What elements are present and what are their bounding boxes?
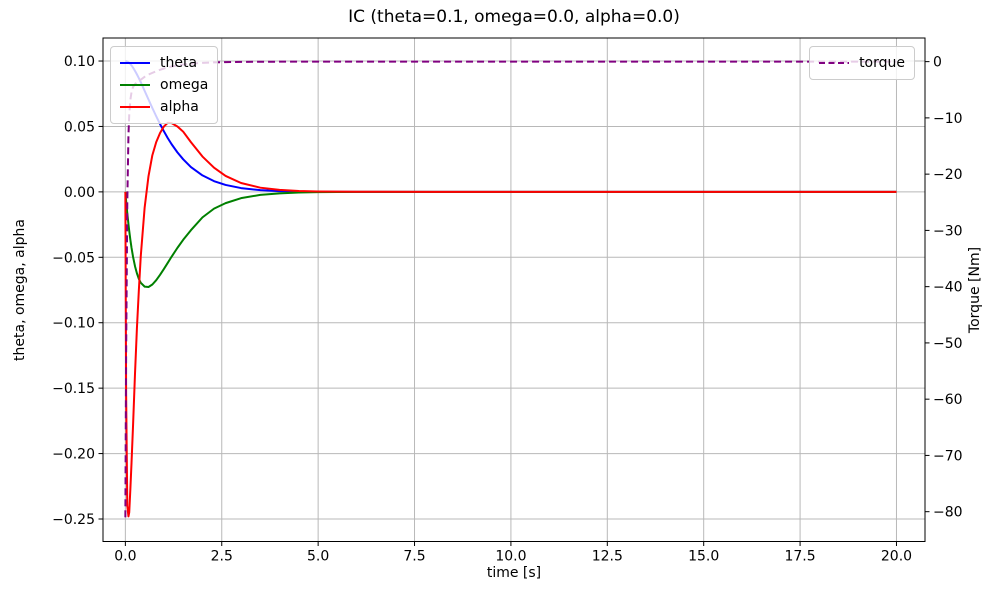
x-tick-label-10.0: 10.0 [495, 549, 526, 565]
y-axis-label-left: theta, omega, alpha [12, 219, 28, 361]
right-tick-label-0: 0 [933, 55, 942, 71]
right-tick-label-−50: −50 [933, 336, 963, 352]
left-tick-label-0.05: 0.05 [64, 119, 95, 135]
legend-right: torque [809, 46, 915, 80]
left-tick-label-−0.05: −0.05 [52, 250, 95, 266]
left-tick-label-−0.25: −0.25 [52, 512, 95, 528]
omega-line-icon [120, 84, 150, 86]
x-tick-label-17.5: 17.5 [784, 549, 815, 565]
x-tick-label-7.5: 7.5 [403, 549, 425, 565]
legend-label-theta: theta [160, 55, 198, 71]
x-tick-label-5.0: 5.0 [307, 549, 329, 565]
x-tick-label-0.0: 0.0 [114, 549, 136, 565]
left-tick-label-0.10: 0.10 [64, 54, 95, 70]
chart-title: IC (theta=0.1, omega=0.0, alpha=0.0) [348, 7, 680, 27]
legend-entry-omega: omega [120, 74, 208, 96]
right-tick-label-−30: −30 [933, 223, 963, 239]
alpha-line-icon [120, 106, 150, 108]
left-tick-label-0.00: 0.00 [64, 185, 95, 201]
right-tick-label-−20: −20 [933, 167, 963, 183]
right-tick-label-−40: −40 [933, 280, 963, 296]
x-tick-label-15.0: 15.0 [688, 549, 719, 565]
right-tick-label-−80: −80 [933, 505, 963, 521]
y-axis-label-right: Torque [Nm] [967, 246, 983, 334]
axes-frame [102, 37, 926, 542]
right-tick-label-−10: −10 [933, 111, 963, 127]
left-tick-label-−0.20: −0.20 [52, 447, 95, 463]
legend-label-torque: torque [859, 55, 905, 71]
left-tick-label-−0.15: −0.15 [52, 381, 95, 397]
x-tick-label-2.5: 2.5 [211, 549, 233, 565]
torque-line-icon [819, 62, 850, 64]
legend-entry-alpha: alpha [120, 96, 208, 118]
right-tick-label-−70: −70 [933, 448, 963, 464]
legend-label-alpha: alpha [160, 99, 199, 115]
legend-entry-torque: torque [819, 52, 905, 74]
left-tick-label-−0.10: −0.10 [52, 316, 95, 332]
series-torque-line [124, 60, 897, 518]
right-tick-label-−60: −60 [933, 392, 963, 408]
legend-label-omega: omega [160, 77, 209, 93]
x-axis-label: time [s] [486, 565, 542, 581]
x-tick-label-12.5: 12.5 [592, 549, 623, 565]
legend-entry-theta: theta [120, 52, 208, 74]
legend-left: theta omega alpha [110, 46, 219, 124]
x-tick-label-20.0: 20.0 [881, 549, 912, 565]
theta-line-icon [120, 62, 150, 64]
